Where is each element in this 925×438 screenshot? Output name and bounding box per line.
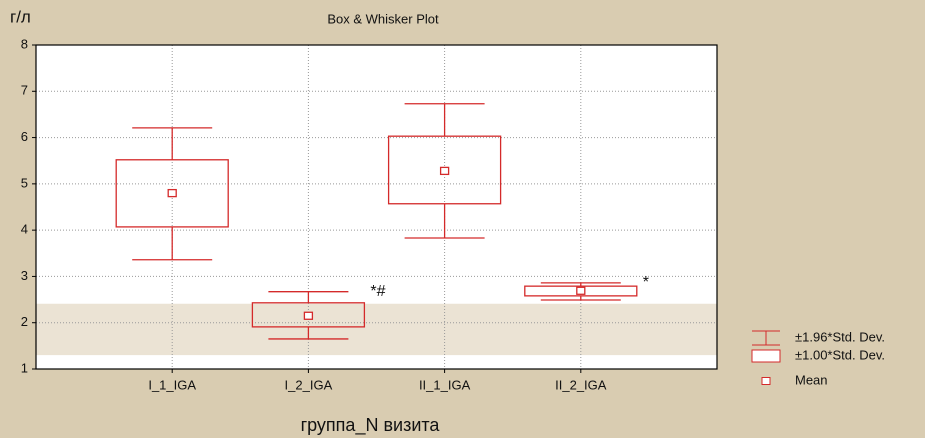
y-tick-label: 6 <box>21 129 28 144</box>
box <box>251 302 366 328</box>
y-tick-label: 1 <box>21 360 28 375</box>
annotation: * <box>643 274 649 291</box>
mean-marker <box>576 286 586 295</box>
box <box>115 159 229 228</box>
plot-border <box>35 44 718 370</box>
legend-label: Mean <box>795 372 828 387</box>
box <box>524 285 638 297</box>
x-tick-label: I_2_IGA <box>285 377 333 392</box>
annotation: *# <box>370 283 385 300</box>
y-tick-label: 5 <box>21 175 28 190</box>
y-tick-label: 8 <box>21 36 28 51</box>
box <box>387 135 502 205</box>
legend-label: ±1.00*Std. Dev. <box>795 347 885 362</box>
y-tick-label: 3 <box>21 268 28 283</box>
x-axis-label: группа_N визита <box>301 415 441 436</box>
chart-title: Box & Whisker Plot <box>327 11 439 26</box>
mean-marker <box>167 188 177 198</box>
y-axis-label: г/л <box>10 7 31 26</box>
y-tick-label: 4 <box>21 222 28 237</box>
x-tick-label: II_1_IGA <box>419 377 471 392</box>
legend-mean <box>761 377 771 385</box>
x-tick-label: II_2_IGA <box>555 377 607 392</box>
y-tick-label: 2 <box>21 314 28 329</box>
mean-marker <box>439 166 450 176</box>
x-tick-label: I_1_IGA <box>148 377 196 392</box>
legend-box <box>751 349 781 363</box>
mean-marker <box>303 311 314 320</box>
legend-label: ±1.96*Std. Dev. <box>795 329 885 344</box>
y-tick-label: 7 <box>21 83 28 98</box>
reference-band <box>36 303 717 356</box>
